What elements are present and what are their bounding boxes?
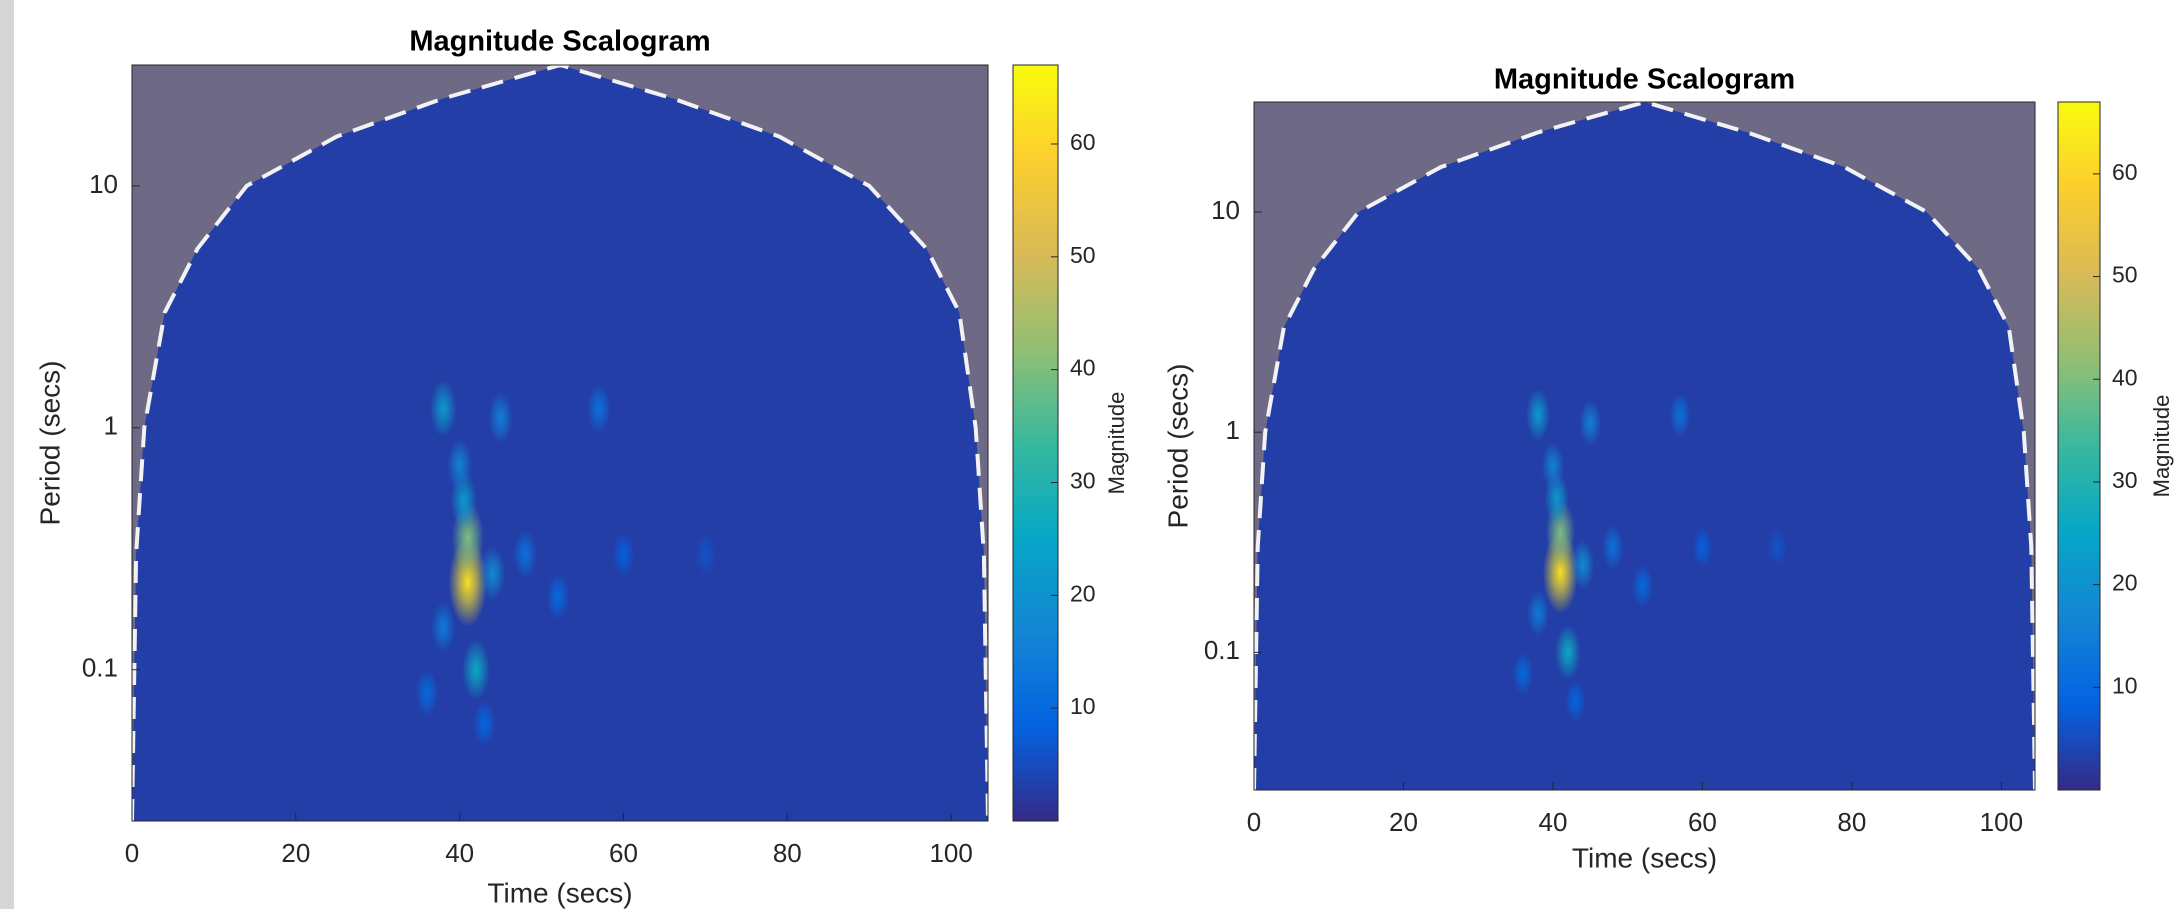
y-tick-label: 0.1 [1204,635,1240,665]
magnitude-blob [1525,388,1551,442]
magnitude-blob [1767,526,1788,568]
x-tick-label: 80 [773,838,802,868]
magnitude-blob [479,546,506,601]
window-edge [0,0,14,909]
magnitude-blob [447,438,473,492]
colorbar-tick-label: 60 [2112,159,2138,185]
y-tick-label: 1 [104,411,118,441]
axes-box [131,64,989,822]
chart-title: Magnitude Scalogram [409,26,710,58]
magnitude-blob [488,391,513,444]
magnitude-blob [1512,651,1534,696]
magnitude-blob [462,639,490,701]
colorbar-tick-label: 20 [1070,580,1096,606]
colorbar-tick-label: 10 [1070,693,1096,719]
colorbar-tick-label: 30 [2112,467,2138,493]
magnitude-blob [513,529,537,580]
coi-shade [1254,102,2035,790]
y-tick-label: 10 [89,169,118,199]
magnitude-blob [1565,679,1586,723]
chart-title: Magnitude Scalogram [1494,64,1795,96]
x-tick-label: 100 [929,838,972,868]
magnitude-blob [1555,624,1581,681]
magnitude-blob [1541,442,1565,491]
colorbar-tick-label: 30 [1070,468,1096,494]
magnitude-blob [1526,590,1550,637]
y-axis-label: Period (secs) [34,361,65,526]
colorbar-tick-label: 20 [2112,570,2138,596]
magnitude-blob [1692,526,1713,569]
magnitude-blob [415,669,439,718]
coi-shade [132,65,988,821]
x-tick-label: 0 [125,838,139,868]
magnitude-blob [1632,564,1654,608]
magnitude-blob [587,383,611,434]
colorbar-tick-label: 50 [2112,262,2138,288]
colorbar [1012,64,1059,822]
plot-area [1254,102,2035,790]
axes-box [1253,101,2036,791]
magnitude-blob [1571,539,1595,590]
x-tick-label: 40 [445,838,474,868]
x-tick-label: 20 [281,838,310,868]
plot-area [132,65,988,821]
magnitude-blob [1579,399,1602,447]
colorbar-tick-label: 60 [1070,129,1096,155]
y-tick-label: 10 [1211,195,1240,225]
x-tick-label: 60 [609,838,638,868]
x-tick-label: 60 [1688,807,1717,837]
x-axis-label: Time (secs) [487,877,632,908]
scalogram-background [132,65,988,821]
magnitude-blob [612,531,635,578]
x-axis-label: Time (secs) [1572,842,1717,873]
x-tick-label: 80 [1837,807,1866,837]
colorbar-label: Magnitude [1104,392,1129,495]
x-tick-label: 40 [1538,807,1567,837]
magnitude-blob [694,531,717,577]
colorbar-label: Magnitude [2149,395,2174,498]
colorbar-tick-label: 10 [2112,672,2138,698]
y-axis-label: Period (secs) [1162,364,1193,529]
colorbar [2057,101,2101,791]
x-tick-label: 20 [1389,807,1418,837]
x-tick-label: 100 [1980,807,2023,837]
coi-line [1254,102,2035,790]
magnitude-blob [431,601,456,653]
x-tick-label: 0 [1247,807,1261,837]
magnitude-blob [546,572,570,621]
colorbar-tick-label: 50 [1070,242,1096,268]
magnitude-blob [1601,524,1624,570]
colorbar-tick-label: 40 [1070,355,1096,381]
y-tick-label: 1 [1226,415,1240,445]
colorbar-tick-label: 40 [2112,364,2138,390]
magnitude-blob [472,699,496,748]
magnitude-blob [1669,392,1691,438]
y-tick-label: 0.1 [82,653,118,683]
magnitude-blob [429,379,457,438]
scalogram-background [1254,102,2035,790]
